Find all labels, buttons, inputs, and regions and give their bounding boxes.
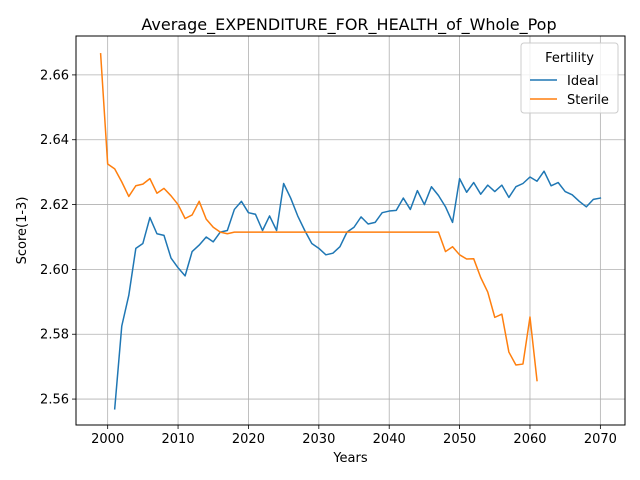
x-tick-label: 2070 xyxy=(584,432,617,447)
y-axis-ticks: 2.56 2.58 2.60 2.62 2.64 2.66 xyxy=(40,68,76,408)
x-tick-label: 2050 xyxy=(443,432,476,447)
series-line-sterile xyxy=(99,53,538,382)
x-tick-label: 2040 xyxy=(373,432,406,447)
series-line-ideal xyxy=(113,170,602,410)
legend-label-ideal: Ideal xyxy=(567,74,599,89)
x-axis-label: Years xyxy=(332,451,368,466)
chart-title: Average_EXPENDITURE_FOR_HEALTH_of_Whole_… xyxy=(141,15,556,35)
series-layer xyxy=(99,53,602,410)
y-tick-label: 2.60 xyxy=(40,263,69,278)
y-tick-label: 2.64 xyxy=(40,133,69,148)
legend-label-sterile: Sterile xyxy=(567,93,609,108)
x-tick-label: 2010 xyxy=(162,432,195,447)
legend-title: Fertility xyxy=(545,51,594,66)
y-tick-label: 2.58 xyxy=(40,328,69,343)
x-tick-label: 2060 xyxy=(513,432,546,447)
y-tick-label: 2.66 xyxy=(40,68,69,83)
y-axis-label: Score(1-3) xyxy=(15,197,30,265)
legend: Fertility Ideal Sterile xyxy=(520,42,619,114)
x-tick-label: 2030 xyxy=(302,432,335,447)
y-tick-label: 2.56 xyxy=(40,393,69,408)
plot-frame xyxy=(75,35,626,426)
x-axis-ticks: 2000 2010 2020 2030 2040 2050 2060 2070 xyxy=(91,425,617,447)
x-tick-label: 2000 xyxy=(91,432,124,447)
y-tick-label: 2.62 xyxy=(40,198,69,213)
x-tick-label: 2020 xyxy=(232,432,265,447)
legend-box xyxy=(520,42,619,114)
